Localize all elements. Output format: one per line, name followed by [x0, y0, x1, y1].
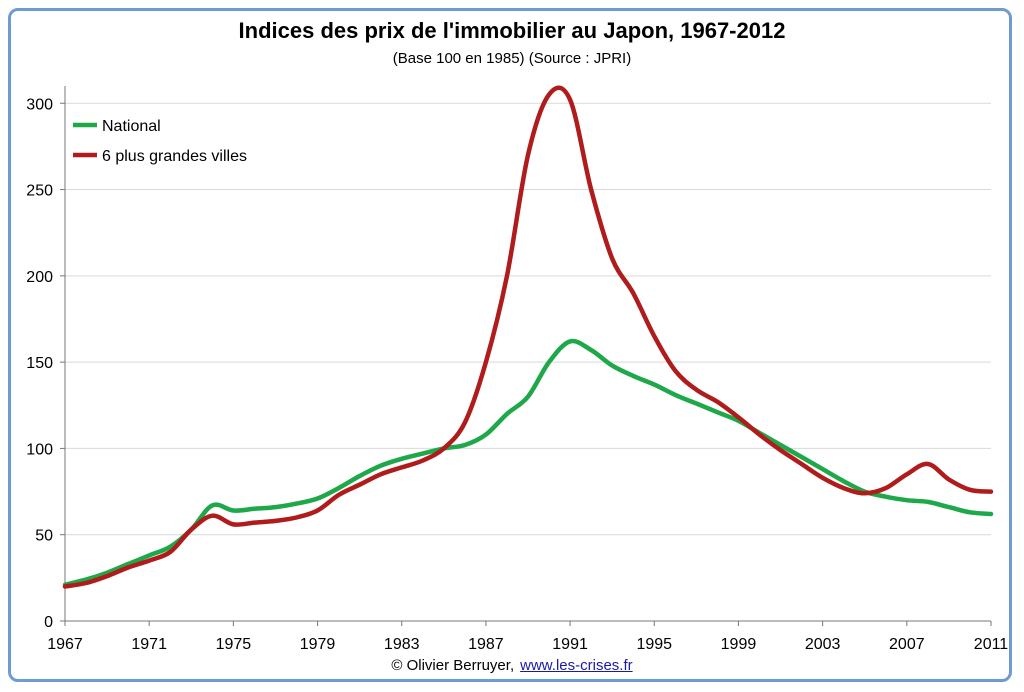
chart-frame [8, 8, 1012, 682]
y-tick-label: 250 [26, 183, 53, 200]
x-tick-label: 1979 [300, 636, 336, 653]
gridlines [65, 102, 991, 536]
x-tick-label: 1967 [47, 636, 83, 653]
axes [60, 86, 992, 626]
x-tick-label: 2011 [974, 636, 1009, 653]
chart-subtitle: (Base 100 en 1985) (Source : JPRI) [392, 50, 632, 67]
footer-credit: © Olivier Berruyer, [391, 657, 515, 674]
legend: National 6 plus grandes villes [73, 118, 247, 165]
x-tick-label: 2003 [805, 636, 841, 653]
footer-link[interactable]: www.les-crises.fr [520, 657, 633, 674]
x-tick-label: 1999 [721, 636, 757, 653]
legend-label: National [102, 118, 161, 135]
y-tick-label: 300 [26, 96, 53, 113]
y-axis-ticks: 0 50 100 150 200 250 300 [26, 96, 53, 631]
y-tick-label: 150 [26, 355, 53, 372]
y-tick-label: 50 [35, 528, 53, 545]
x-tick-label: 1987 [468, 636, 504, 653]
series-line-six-cities [62, 85, 994, 589]
x-tick-label: 1991 [552, 636, 588, 653]
footer: © Olivier Berruyer, www.les-crises.fr [0, 657, 1024, 674]
series-lines [62, 85, 994, 589]
chart-title: Indices des prix de l'immobilier au Japo… [238, 18, 786, 43]
legend-label: 6 plus grandes villes [102, 148, 247, 165]
x-tick-label: 1983 [384, 636, 420, 653]
y-tick-label: 0 [44, 614, 53, 631]
x-tick-label: 1995 [636, 636, 672, 653]
x-tick-label: 1971 [131, 636, 167, 653]
series-line-national [62, 338, 994, 588]
x-tick-label: 2007 [889, 636, 925, 653]
y-tick-label: 200 [26, 269, 53, 286]
y-tick-label: 100 [26, 441, 53, 458]
x-tick-label: 1975 [216, 636, 252, 653]
x-axis-ticks: 1967 1971 1975 1979 1983 1987 1991 1995 1999 2003… [47, 636, 1008, 653]
